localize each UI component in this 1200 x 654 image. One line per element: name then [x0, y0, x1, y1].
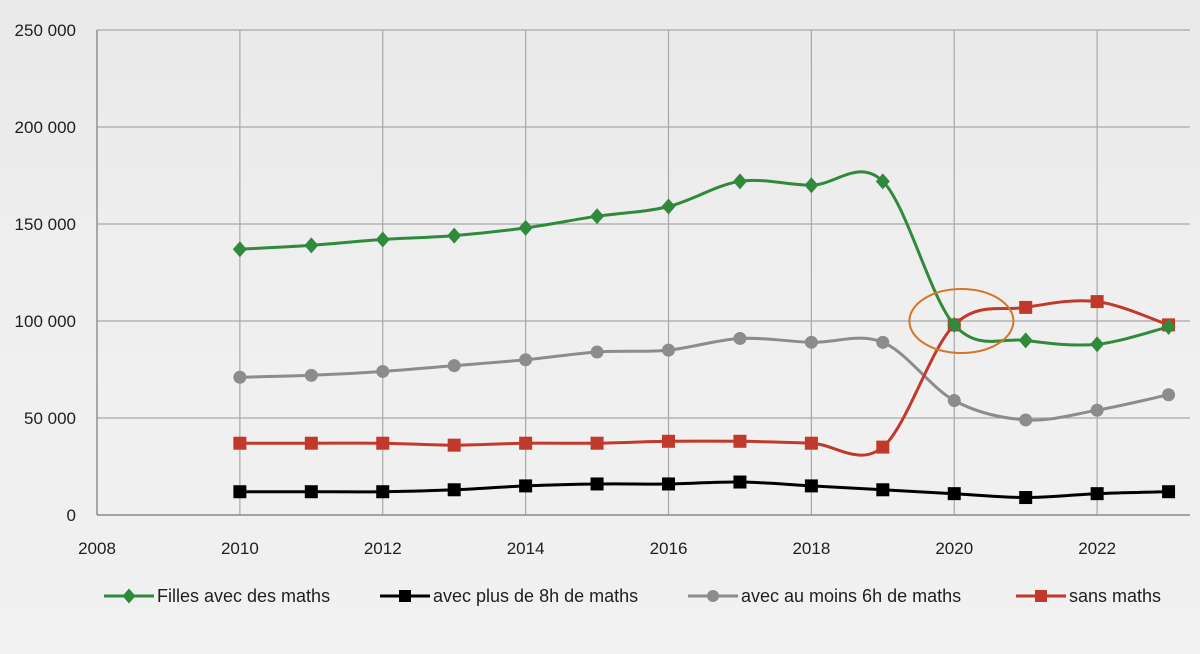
- data-point: [662, 343, 676, 357]
- data-point: [447, 359, 461, 373]
- data-point: [233, 436, 247, 450]
- data-point: [590, 345, 604, 359]
- data-point: [590, 477, 604, 491]
- data-point: [947, 487, 961, 501]
- x-tick-label: 2020: [935, 539, 973, 558]
- legend-item-avec-plus-de-8h-de-maths: avec plus de 8h de maths: [380, 586, 638, 606]
- legend-marker: [707, 590, 719, 602]
- x-axis-tick-labels: 2008 2010 2012 2014 2016 2018 2020 2022: [78, 539, 1116, 558]
- data-point: [232, 241, 247, 258]
- data-point: [1018, 332, 1033, 349]
- data-point: [1161, 318, 1176, 335]
- legend-label: avec plus de 8h de maths: [433, 586, 638, 606]
- axes: [96, 30, 1190, 516]
- series-avec-plus-de-8h-de-maths: [233, 475, 1176, 505]
- data-point: [233, 485, 247, 499]
- data-point: [519, 353, 533, 367]
- data-point: [947, 394, 961, 408]
- data-point: [1162, 485, 1176, 499]
- data-point: [1019, 413, 1033, 427]
- x-tick-label: 2010: [221, 539, 259, 558]
- data-point: [376, 485, 390, 499]
- data-point: [375, 231, 390, 248]
- data-point: [447, 438, 461, 452]
- data-point: [376, 364, 390, 378]
- legend-marker: [1035, 590, 1047, 602]
- legend-item-filles-avec-des-maths: Filles avec des maths: [104, 586, 330, 606]
- x-tick-label: 2014: [507, 539, 545, 558]
- data-point: [733, 475, 747, 489]
- series-line: [239, 336, 1169, 422]
- data-point: [732, 173, 747, 190]
- data-point: [1090, 487, 1104, 501]
- data-point: [662, 477, 676, 491]
- legend-item-avec-au-moins-6h-de-maths: avec au moins 6h de maths: [688, 586, 961, 606]
- x-tick-label: 2016: [650, 539, 688, 558]
- series-filles-avec-des-maths: [232, 170, 1176, 353]
- grid-lines: [97, 29, 1190, 515]
- data-point: [233, 370, 247, 384]
- y-tick-label: 250 000: [15, 21, 76, 40]
- data-point: [661, 198, 676, 215]
- series-line: [239, 299, 1170, 457]
- x-tick-label: 2022: [1078, 539, 1116, 558]
- data-point: [590, 208, 605, 225]
- series-sans-maths: [233, 295, 1176, 457]
- legend-marker: [122, 588, 136, 604]
- data-point: [876, 483, 890, 497]
- data-point: [733, 434, 747, 448]
- data-point: [804, 479, 818, 493]
- data-point: [804, 177, 819, 194]
- legend-item-sans-maths: sans maths: [1016, 586, 1161, 606]
- y-tick-label: 100 000: [15, 312, 76, 331]
- data-point: [304, 368, 318, 382]
- highlight-ellipse: [908, 288, 1015, 354]
- x-tick-label: 2018: [792, 539, 830, 558]
- data-point: [1019, 300, 1033, 314]
- data-point: [304, 436, 318, 450]
- x-tick-label: 2008: [78, 539, 116, 558]
- data-point: [1090, 336, 1105, 353]
- data-point: [1090, 403, 1104, 417]
- series-avec-au-moins-6h-de-maths: [233, 331, 1176, 427]
- data-point: [876, 440, 890, 454]
- data-point: [1019, 491, 1033, 505]
- data-point: [804, 335, 818, 349]
- y-axis-tick-labels: 0 50 000 100 000 150 000 200 000 250 000: [15, 21, 76, 525]
- data-point: [947, 316, 962, 333]
- data-point: [662, 434, 676, 448]
- series-line: [239, 480, 1169, 499]
- data-point: [876, 335, 890, 349]
- y-tick-label: 50 000: [24, 409, 76, 428]
- data-point: [518, 219, 533, 236]
- legend-label: Filles avec des maths: [157, 586, 330, 606]
- data-point: [804, 436, 818, 450]
- y-tick-label: 0: [67, 506, 76, 525]
- data-point: [875, 173, 890, 190]
- data-point: [447, 483, 461, 497]
- data-point: [304, 237, 319, 254]
- data-point: [590, 436, 604, 450]
- data-point: [733, 331, 747, 345]
- y-tick-label: 150 000: [15, 215, 76, 234]
- series-lines: [232, 170, 1176, 505]
- data-point: [376, 436, 390, 450]
- data-point: [447, 227, 462, 244]
- legend-marker: [399, 590, 411, 602]
- data-point: [1162, 388, 1176, 402]
- annotations: [908, 288, 1015, 354]
- legend-label: sans maths: [1069, 586, 1161, 606]
- legend-label: avec au moins 6h de maths: [741, 586, 961, 606]
- data-point: [519, 479, 533, 493]
- series-line: [239, 170, 1169, 347]
- data-point: [304, 485, 318, 499]
- x-tick-label: 2012: [364, 539, 402, 558]
- y-tick-label: 200 000: [15, 118, 76, 137]
- legend: Filles avec des maths avec plus de 8h de …: [104, 586, 1161, 606]
- data-point: [519, 436, 533, 450]
- data-point: [1090, 295, 1104, 309]
